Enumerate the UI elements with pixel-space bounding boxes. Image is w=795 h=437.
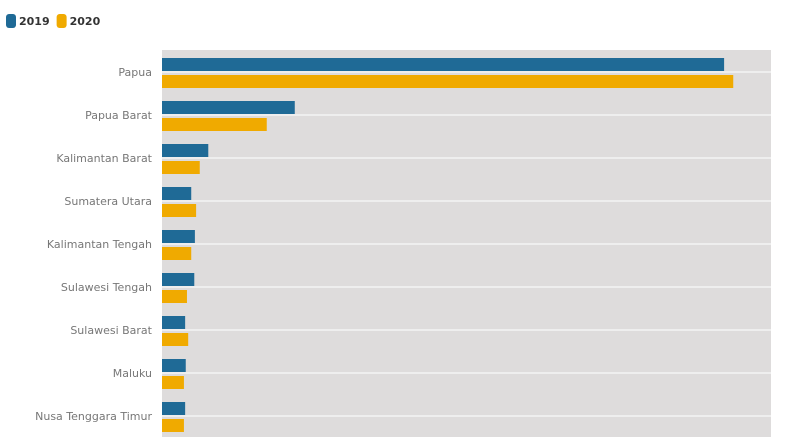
y-tick-label: Sulawesi Tengah	[61, 281, 152, 294]
bar	[162, 359, 186, 372]
legend-label: 2020	[70, 15, 101, 28]
bar	[162, 161, 200, 174]
bar	[162, 402, 186, 415]
bar	[162, 290, 187, 303]
bar	[162, 204, 197, 217]
y-tick-label: Papua Barat	[85, 109, 153, 122]
legend-swatch	[6, 14, 16, 28]
bar	[162, 376, 184, 389]
bar	[162, 230, 195, 243]
bar	[162, 187, 192, 200]
bar	[162, 419, 184, 432]
bar	[162, 75, 734, 88]
bar	[162, 316, 186, 329]
bar	[162, 58, 725, 71]
y-tick-label: Maluku	[113, 367, 152, 380]
y-tick-label: Papua	[118, 66, 152, 79]
bar	[162, 333, 189, 346]
legend-swatch	[56, 14, 67, 28]
y-tick-label: Sumatera Utara	[64, 195, 152, 208]
y-tick-label: Kalimantan Tengah	[47, 238, 152, 251]
legend-label: 2019	[19, 15, 50, 28]
bar	[162, 101, 295, 114]
bar	[162, 144, 209, 157]
bar	[162, 273, 195, 286]
y-tick-label: Kalimantan Barat	[56, 152, 152, 165]
y-tick-label: Nusa Tenggara Timur	[35, 410, 152, 423]
bar	[162, 118, 267, 131]
bar	[162, 247, 192, 260]
y-tick-label: Sulawesi Barat	[70, 324, 152, 337]
